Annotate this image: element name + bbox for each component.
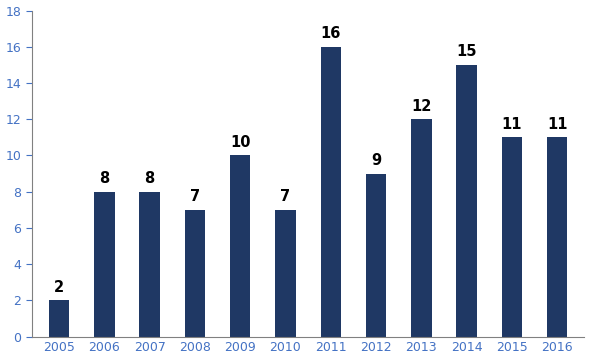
Bar <box>276 210 296 337</box>
Text: 11: 11 <box>547 117 568 132</box>
Bar <box>139 192 160 337</box>
Text: 8: 8 <box>145 171 155 186</box>
Bar <box>185 210 205 337</box>
Text: 15: 15 <box>457 44 477 59</box>
Bar <box>457 65 477 337</box>
Text: 10: 10 <box>230 135 250 150</box>
Text: 11: 11 <box>502 117 522 132</box>
Text: 7: 7 <box>280 189 290 204</box>
Text: 8: 8 <box>99 171 109 186</box>
Text: 7: 7 <box>190 189 200 204</box>
Text: 12: 12 <box>411 99 431 114</box>
Text: 16: 16 <box>320 26 341 41</box>
Bar <box>547 138 568 337</box>
Bar <box>411 119 431 337</box>
Bar <box>94 192 114 337</box>
Bar <box>320 47 341 337</box>
Bar <box>230 156 250 337</box>
Bar <box>502 138 522 337</box>
Bar <box>366 174 386 337</box>
Text: 9: 9 <box>371 153 381 168</box>
Bar <box>49 300 69 337</box>
Text: 2: 2 <box>54 280 64 295</box>
